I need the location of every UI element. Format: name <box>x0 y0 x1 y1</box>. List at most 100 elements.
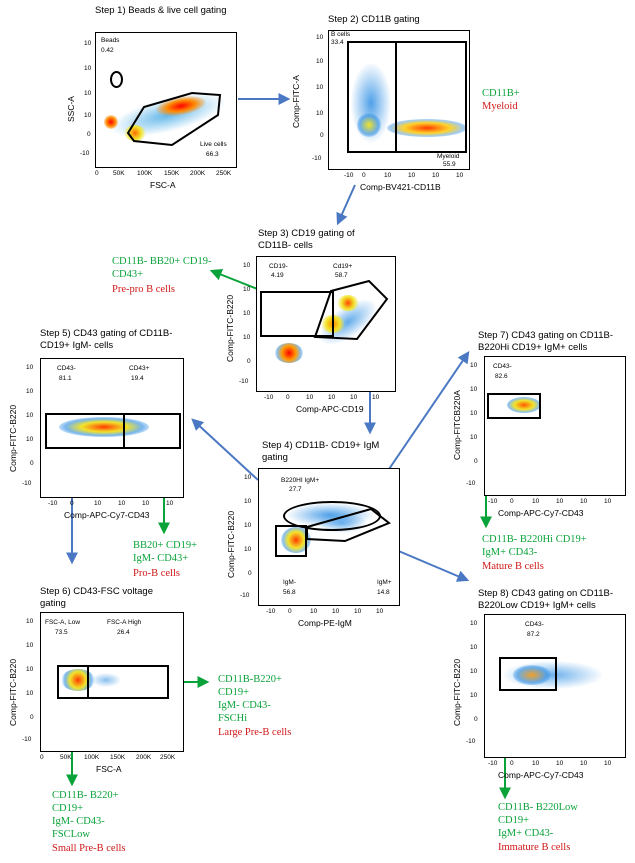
step5-xtick: 10 <box>142 500 150 507</box>
step2-gate-bcells-name: B cells <box>331 31 351 38</box>
step8-dense-events <box>513 665 551 685</box>
step5-plot-area: CD43- 81.1 CD43+ 19.4 <box>40 358 184 498</box>
step2-ytick: 10 <box>316 58 324 65</box>
step2-title: Step 2) CD11B gating <box>328 14 420 25</box>
step7-ytick: -10 <box>466 480 476 487</box>
step5-title-line2: CD19+ IgM- cells <box>40 340 114 351</box>
step7-gate-cd43neg-name: CD43- <box>493 363 512 370</box>
step8-gate-cd43neg-value: 87.2 <box>527 631 540 638</box>
step4-gate-igmpos-value: 14.8 <box>377 589 390 596</box>
step1-y-axis-label: SSC-A <box>66 96 76 122</box>
step3-gate-cd19neg-value: 4.19 <box>271 272 284 279</box>
step2-ytick: 0 <box>320 132 324 139</box>
step3-gate-cd19neg-name: CD19- <box>269 263 288 270</box>
step2-xtick: 10 <box>408 172 416 179</box>
step8-plot-area: CD43- 87.2 <box>484 614 626 758</box>
step6-xtick: 100K <box>84 754 100 761</box>
step7-xtick: 10 <box>532 498 540 505</box>
step1-ytick: 0 <box>87 131 91 138</box>
step2-gate-myeloid-name: Myeloid <box>437 153 460 160</box>
step6-ytick: -10 <box>22 736 32 743</box>
step3-xtick: -10 <box>264 394 274 401</box>
step5-gate-cd43neg-name: CD43- <box>57 365 76 372</box>
step3-gate-cd19pos-value: 58.7 <box>335 272 348 279</box>
step4-plot-area: B220HI IgM+ 27.7 IgM- 56.8 IgM+ 14.8 <box>258 468 400 606</box>
step2-population-label: Myeloid <box>482 101 518 112</box>
step5-title-line1: Step 5) CD43 gating of CD11B- <box>40 328 173 339</box>
step8-xtick: 10 <box>532 760 540 767</box>
step6-small-preB-markers-line1: CD11B- B220+ <box>52 790 119 801</box>
step5-y-axis-label: Comp-FITC-B220 <box>8 404 18 472</box>
step1-gate-live-value: 66.3 <box>206 151 219 158</box>
step4-ytick: 0 <box>248 570 252 577</box>
step4-gate-igmpos-name: IgM+ <box>377 579 392 586</box>
step4-gate-b220hi-value: 27.7 <box>289 486 302 493</box>
step6-title-line2: gating <box>40 598 66 609</box>
step2-ytick: -10 <box>312 155 322 162</box>
step1-ytick: 10 <box>84 40 92 47</box>
step4-x-axis-label: Comp-PE-IgM <box>298 618 352 628</box>
step8-y-axis-label: Comp-FITC-B220 <box>452 658 462 726</box>
step8-ytick: 0 <box>474 716 478 723</box>
step5-xtick: 0 <box>70 500 74 507</box>
step7-mature-markers-line1: CD11B- B220Hi CD19+ <box>482 534 587 545</box>
step6-gate-high-name: FSC-A High <box>107 619 142 626</box>
step7-cd43neg-gate <box>487 393 541 419</box>
step3-prepro-markers-line2: CD43+ <box>112 269 144 280</box>
step6-title-line1: Step 6) CD43-FSC voltage <box>40 586 153 597</box>
step2-xtick: 0 <box>362 172 366 179</box>
step1-xtick: 100K <box>137 170 153 177</box>
step6-xtick: 150K <box>110 754 126 761</box>
step7-title-line1: Step 7) CD43 gating on CD11B- <box>478 330 614 341</box>
step8-xtick: 10 <box>556 760 564 767</box>
step3-x-axis-label: Comp-APC-CD19 <box>296 404 364 414</box>
step8-xtick: 10 <box>604 760 612 767</box>
step8-immature-markers-line2: CD19+ <box>498 815 530 826</box>
step2-ytick: 10 <box>316 84 324 91</box>
step2-marker-label: CD11B+ <box>482 88 520 99</box>
step5-events <box>59 417 149 437</box>
step6-sparse-events <box>91 673 121 687</box>
step3-cd19pos-upper-events <box>337 295 359 311</box>
step8-ytick: -10 <box>466 738 476 745</box>
step4-ytick: 10 <box>244 522 252 529</box>
step2-ytick: 10 <box>316 110 324 117</box>
step3-ytick: 10 <box>243 286 251 293</box>
step1-gate-beads-name: Beads <box>101 37 120 44</box>
step3-cd19pos-gate <box>313 279 389 341</box>
step7-ytick: 10 <box>470 386 478 393</box>
step1-live-gate <box>126 91 222 147</box>
step1-plot-area: Beads 0.42 Live cells 66.3 <box>95 32 237 168</box>
step5-gate-cd43neg-value: 81.1 <box>59 375 72 382</box>
step6-small-preB-markers-line3: IgM- CD43- <box>52 816 105 827</box>
step3-ytick: 10 <box>243 262 251 269</box>
step2-gate-myeloid-value: 55.9 <box>443 161 456 168</box>
step5-xtick: 10 <box>94 500 102 507</box>
step5-ytick: 10 <box>26 412 34 419</box>
step6-ytick: 10 <box>26 666 34 673</box>
step6-large-preB-markers-line4: FSCHi <box>218 713 248 724</box>
step8-title-line2: B220Low CD19+ IgM+ cells <box>478 600 596 611</box>
step3-xtick: 10 <box>306 394 314 401</box>
step1-xtick: 250K <box>216 170 232 177</box>
step3-ytick: 10 <box>243 334 251 341</box>
step4-igmpos-gate <box>306 507 391 543</box>
arrow-step4-to-step5 <box>191 418 259 481</box>
step4-title-line2: gating <box>262 452 288 463</box>
step5-xtick: 10 <box>118 500 126 507</box>
step4-xtick: 10 <box>376 608 384 615</box>
step7-xtick: -10 <box>488 498 498 505</box>
step5-ytick: 10 <box>26 436 34 443</box>
step5-x-axis-label: Comp-APC-Cy7-CD43 <box>64 510 150 520</box>
step7-xtick: 10 <box>580 498 588 505</box>
step8-xtick: -10 <box>488 760 498 767</box>
step6-large-preB-markers-line3: IgM- CD43- <box>218 700 271 711</box>
step6-gate-high-value: 26.4 <box>117 629 130 636</box>
step4-ytick: 10 <box>244 546 252 553</box>
arrow-step3-to-prepro <box>209 268 261 291</box>
step7-ytick: 0 <box>474 458 478 465</box>
step7-gate-cd43neg-value: 82.6 <box>495 373 508 380</box>
step3-xtick: 10 <box>328 394 336 401</box>
step5-proB-population: Pro-B cells <box>133 568 180 579</box>
step4-xtick: -10 <box>266 608 276 615</box>
